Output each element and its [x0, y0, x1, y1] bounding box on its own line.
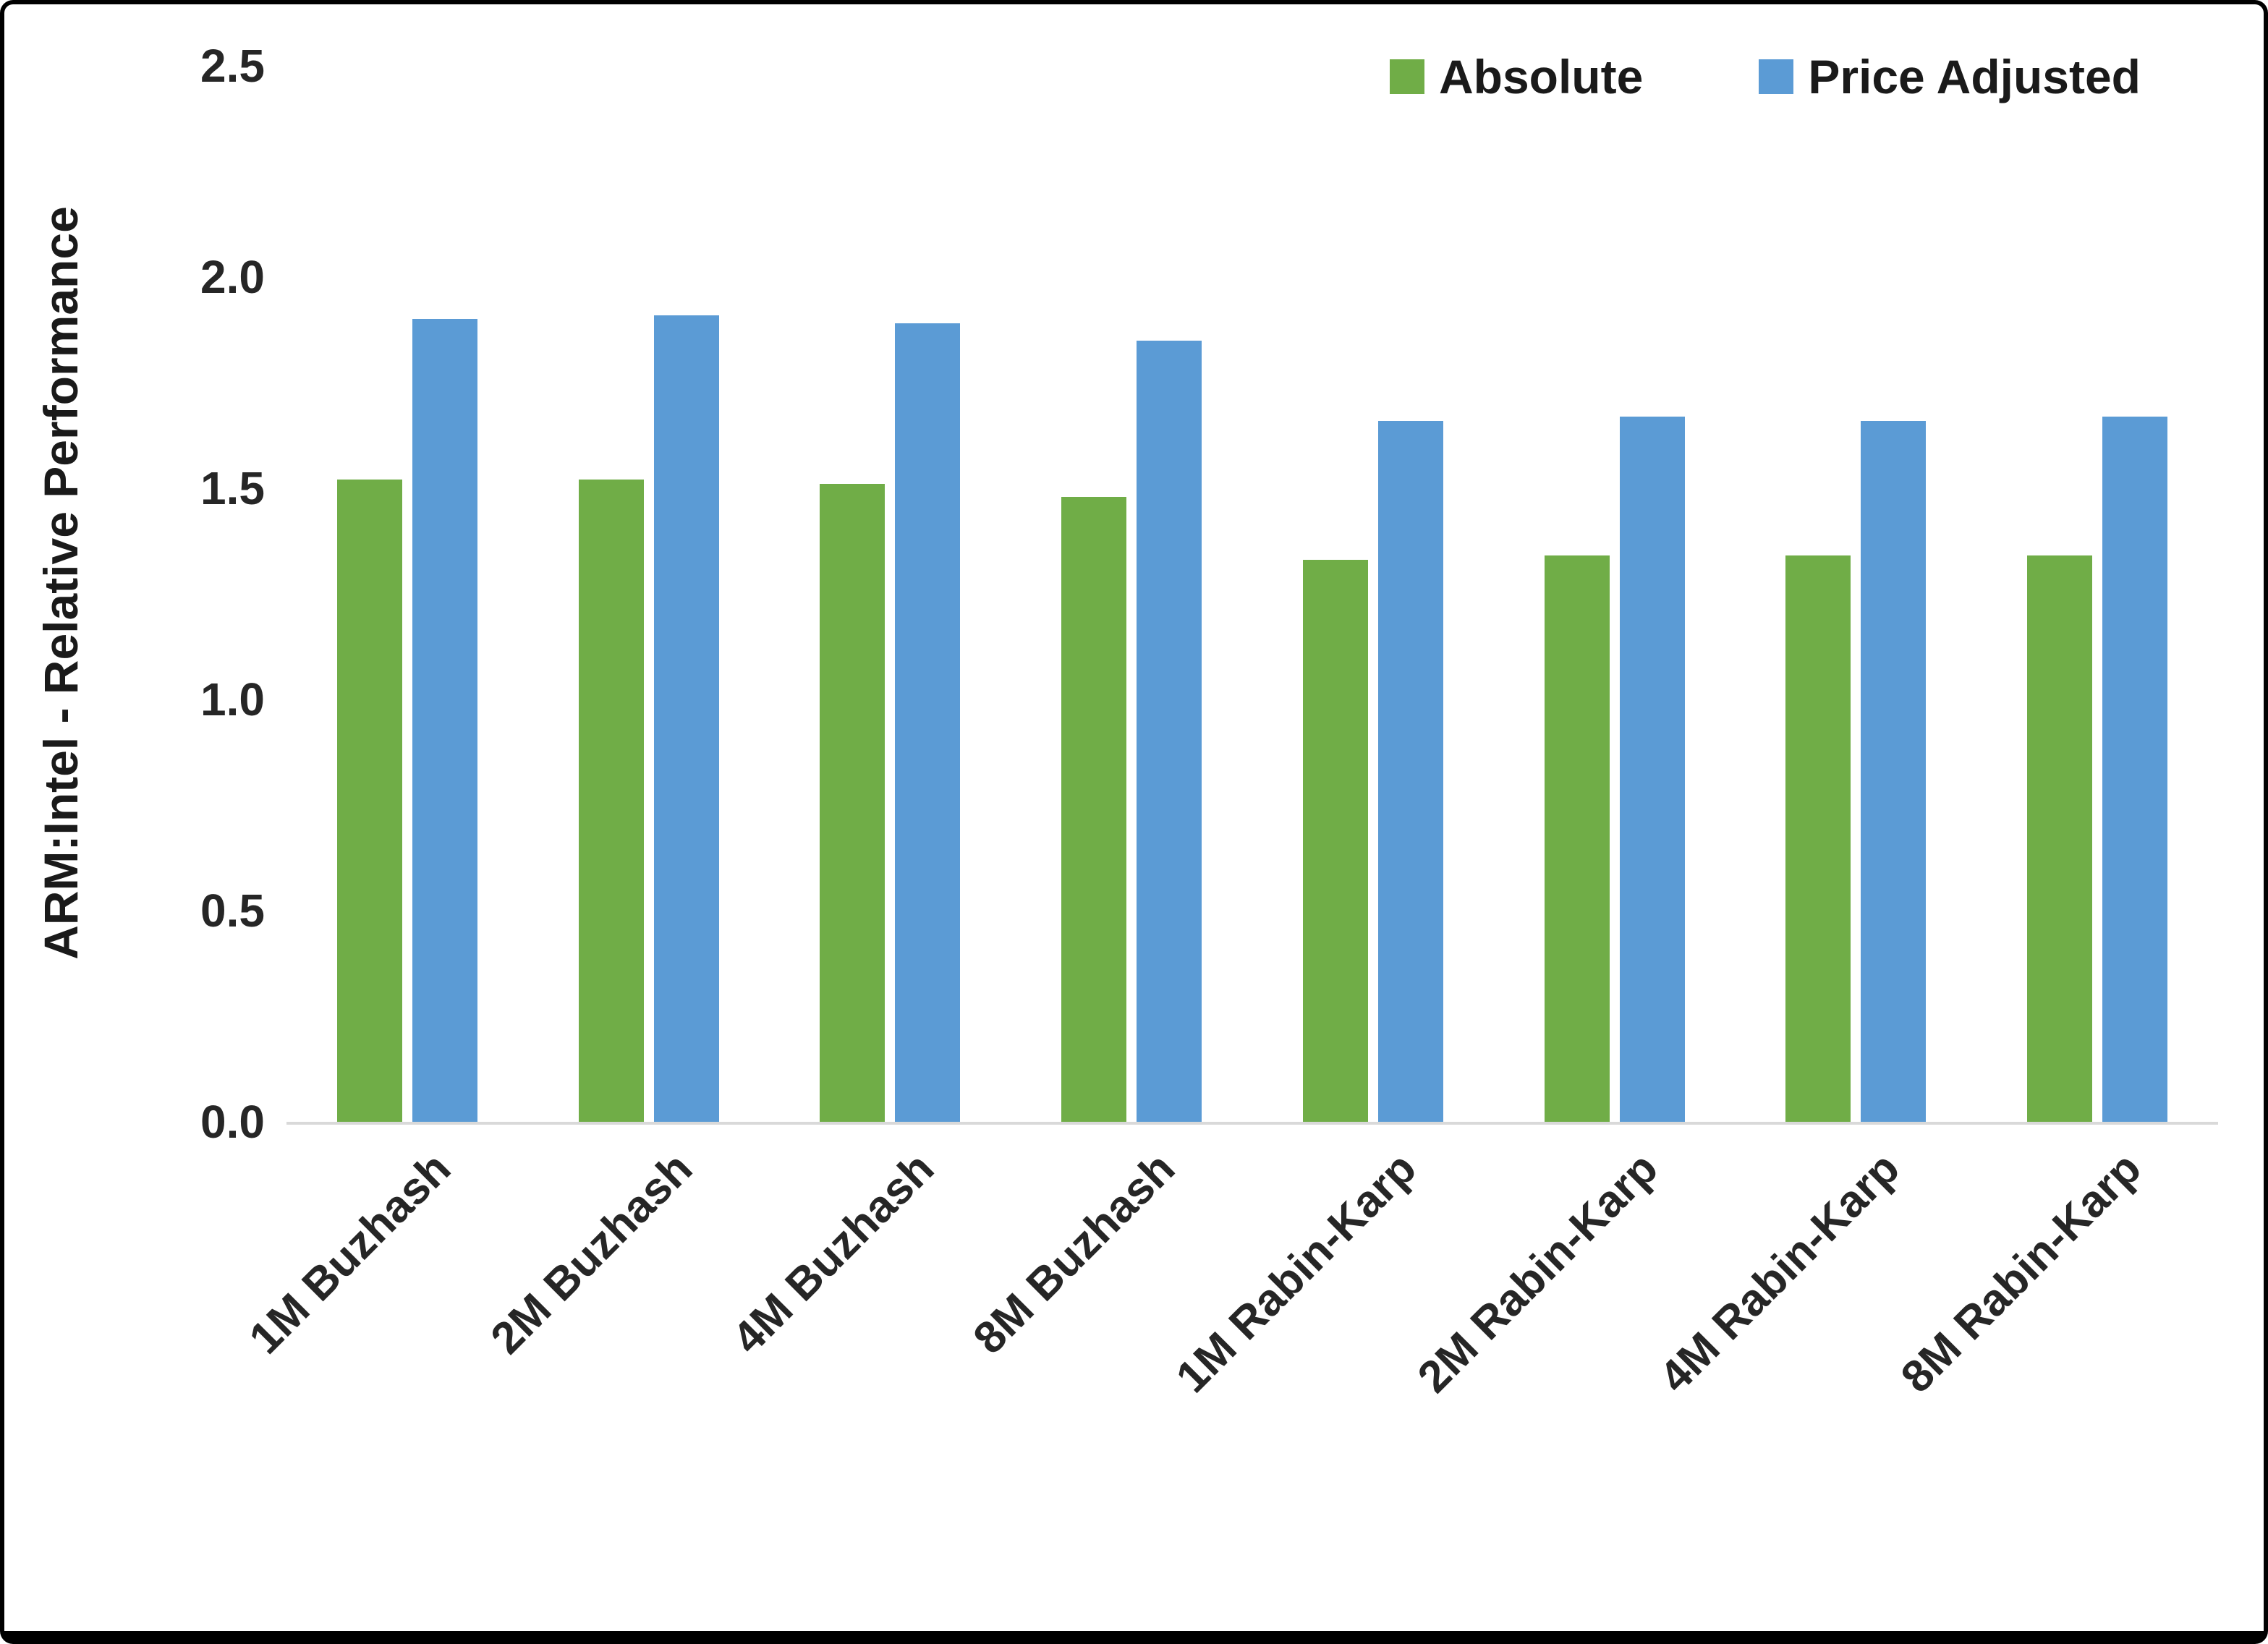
y-tick-label: 1.0 [200, 673, 265, 725]
legend-label: Absolute [1438, 50, 1644, 103]
y-tick-label: 2.0 [200, 251, 265, 303]
bar-absolute [578, 480, 644, 1122]
bar-price-adjusted [1861, 421, 1927, 1122]
bar-price-adjusted [2102, 417, 2168, 1122]
legend-item-price-adjusted: Price Adjusted [1759, 49, 2141, 104]
bar-price-adjusted [1619, 417, 1685, 1122]
bar-absolute [820, 484, 885, 1122]
bar-absolute [336, 480, 402, 1122]
legend-label: Price Adjusted [1808, 50, 2141, 103]
plot-area [286, 66, 2218, 1125]
bar-absolute [2027, 555, 2093, 1122]
category-slot [1736, 66, 1977, 1122]
y-tick-label: 0.5 [200, 885, 265, 937]
category-slot [528, 66, 770, 1122]
y-tick-label: 0.0 [200, 1096, 265, 1148]
x-axis-tick-labels: 1M Buzhash 2M Buzhash 4M Buzhash 8M Buzhash… [239, 1143, 2151, 1402]
bar-price-adjusted [1137, 341, 1202, 1122]
category-slot [286, 66, 528, 1122]
bar-absolute [1302, 560, 1368, 1122]
category-slot [770, 66, 1011, 1122]
bar-absolute [1544, 555, 1610, 1122]
bar-price-adjusted [412, 319, 477, 1122]
y-tick-label: 2.5 [200, 40, 265, 92]
legend: Absolute Price Adjusted [1389, 49, 2141, 104]
bar-absolute [1061, 497, 1127, 1122]
bar-absolute [1785, 555, 1851, 1122]
category-slot [1252, 66, 1494, 1122]
category-slot [1494, 66, 1736, 1122]
y-axis-title: ARM:Intel - Relative Performance [34, 206, 88, 960]
bar-price-adjusted [653, 315, 719, 1122]
category-slot [1011, 66, 1252, 1122]
legend-swatch-icon [1389, 59, 1424, 94]
bar-price-adjusted [1377, 421, 1443, 1122]
category-slot [1976, 66, 2218, 1122]
bar-price-adjusted [895, 323, 961, 1122]
y-tick-label: 1.5 [200, 462, 265, 514]
legend-item-absolute: Absolute [1389, 49, 1644, 104]
legend-swatch-icon [1759, 59, 1794, 94]
